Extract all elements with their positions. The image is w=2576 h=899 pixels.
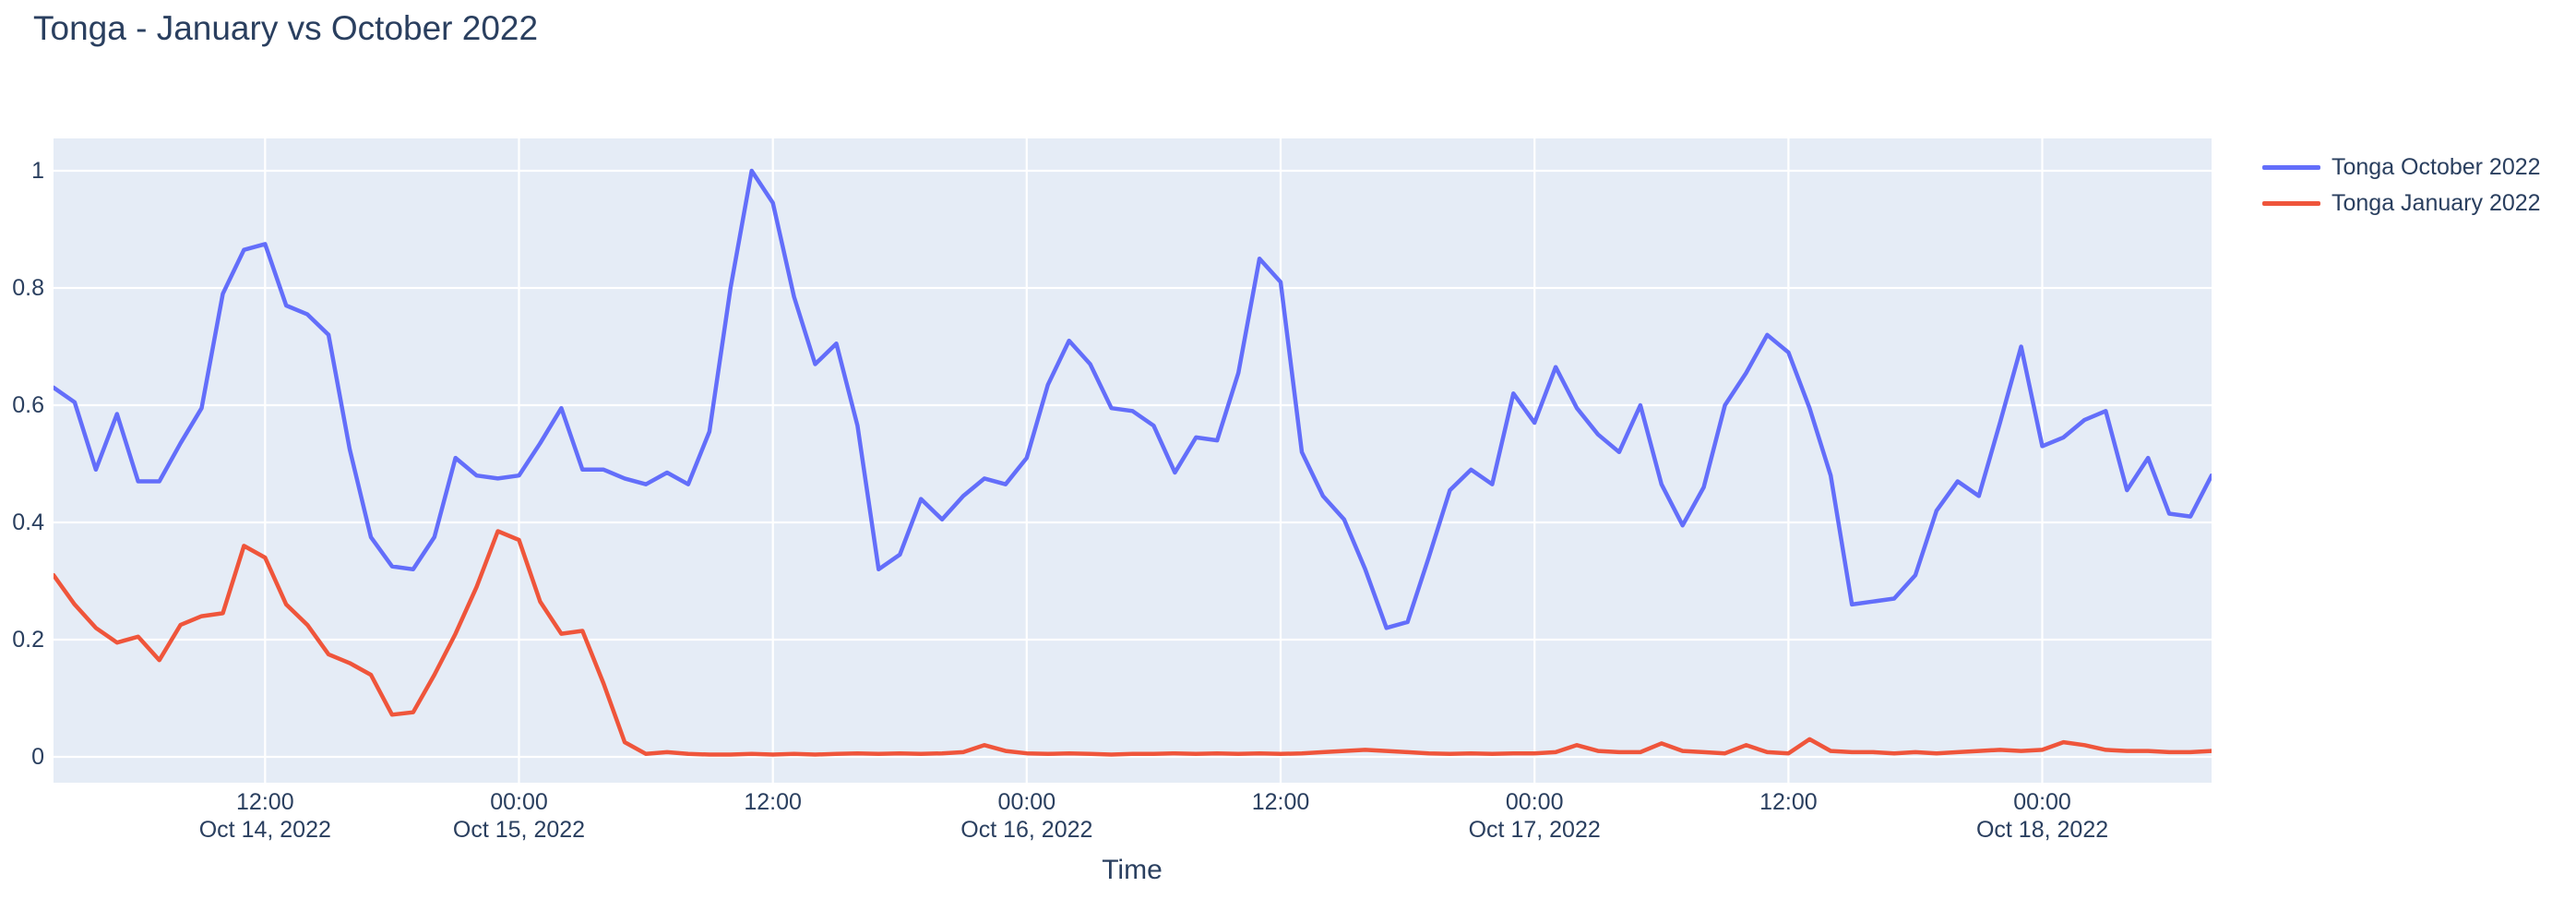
x-tick-label: 00:00 Oct 17, 2022 xyxy=(1468,789,1601,843)
legend-item-tonga-january-2022[interactable]: Tonga January 2022 xyxy=(2262,186,2541,222)
chart-title: Tonga - January vs October 2022 xyxy=(33,9,539,47)
plot-area[interactable] xyxy=(54,138,2212,783)
y-tick-label: 1 xyxy=(31,157,44,184)
x-axis-title: Time xyxy=(1102,855,1163,885)
x-tick-label: 00:00 Oct 15, 2022 xyxy=(452,789,586,843)
x-tick-label: 00:00 Oct 18, 2022 xyxy=(1975,789,2109,843)
x-tick-label: 00:00 Oct 16, 2022 xyxy=(960,789,1093,843)
y-tick-label: 0.8 xyxy=(12,274,44,301)
y-tick-label: 0.4 xyxy=(12,509,44,535)
series-line-october[interactable] xyxy=(54,168,2212,630)
y-tick-label: 0 xyxy=(31,743,44,770)
x-tick-label: 12:00 Oct 14, 2022 xyxy=(198,789,331,843)
legend-label-january: Tonga January 2022 xyxy=(2332,190,2541,216)
legend-item-tonga-october-2022[interactable]: Tonga October 2022 xyxy=(2262,150,2541,186)
series-line-january[interactable] xyxy=(54,529,2212,757)
legend-label-october: Tonga October 2022 xyxy=(2332,154,2541,180)
chart-canvas[interactable] xyxy=(54,138,2212,783)
y-tick-label: 0.6 xyxy=(12,391,44,418)
gridlines xyxy=(54,138,2212,783)
x-tick-label: 12:00 xyxy=(744,789,802,815)
january-line-swatch xyxy=(2262,201,2320,206)
legend: Tonga October 2022 Tonga January 2022 xyxy=(2262,150,2541,222)
x-tick-label: 12:00 xyxy=(1251,789,1310,815)
y-tick-label: 0.2 xyxy=(12,626,44,653)
october-line-swatch xyxy=(2262,165,2320,170)
x-tick-label: 12:00 xyxy=(1759,789,1818,815)
